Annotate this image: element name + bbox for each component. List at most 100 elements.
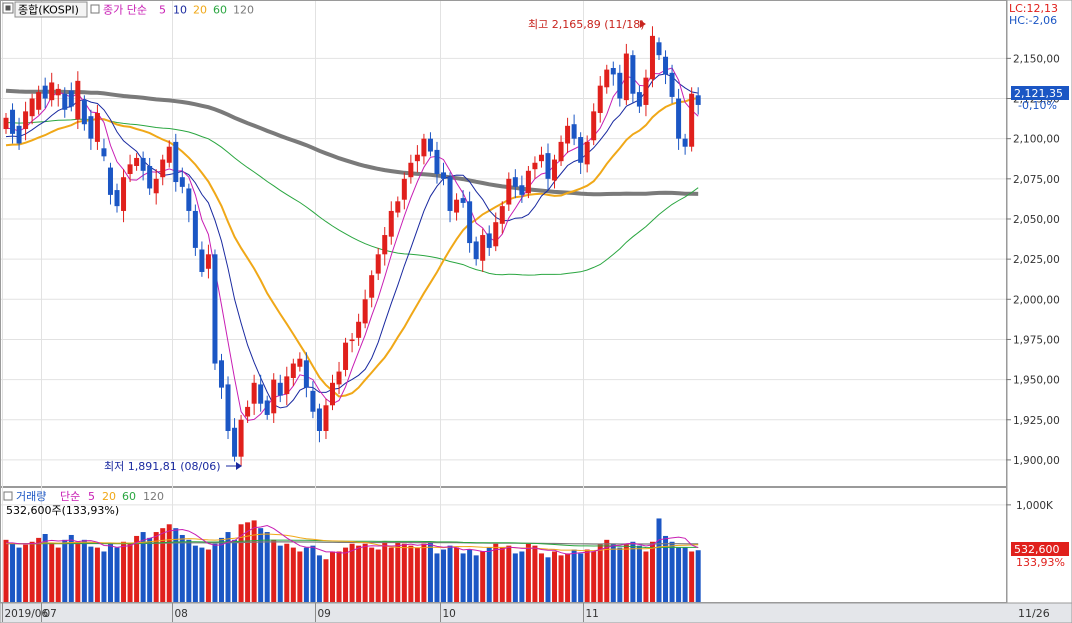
candle-body [525, 170, 531, 194]
hc-readout: HC:-2,06 [1009, 14, 1057, 27]
volume-bar [414, 547, 420, 602]
volume-bar [525, 543, 531, 602]
candle-body [649, 35, 655, 80]
price-axis-ticks: 1,900,00 1,925,00 1,950,00 1,975,00 2,000,00… [1006, 53, 1060, 467]
last-price-box [1011, 86, 1069, 100]
candle-body [277, 382, 283, 396]
volume-moving-averages [6, 524, 699, 555]
candle-body [480, 235, 486, 261]
candle-body [558, 141, 564, 162]
volume-bar [186, 539, 192, 602]
candle-body [630, 55, 636, 94]
volume-bar [454, 547, 460, 602]
candle-body [427, 138, 433, 152]
volume-bar [552, 551, 558, 602]
volume-bar [173, 528, 179, 602]
candle-body [290, 363, 296, 378]
volume-bar [401, 543, 407, 602]
volume-ma-label: 단순 [60, 490, 80, 503]
date-tick-label: 11 [586, 608, 599, 620]
volume-axis-ticks: 1,000K [1006, 500, 1054, 512]
volume-bar [10, 543, 16, 602]
date-tick-label: 2019/06 [5, 608, 49, 620]
candle-body [545, 153, 551, 179]
volume-bar [682, 547, 688, 602]
volume-bar [218, 537, 224, 602]
volume-bar [362, 543, 368, 602]
volume-bar [121, 541, 127, 602]
candle-body [10, 109, 16, 134]
volume-bar [499, 547, 505, 602]
low-label: 최저 1,891,81 (08/06) [104, 460, 221, 473]
right-date-label: 11/26 [1018, 607, 1050, 620]
candle-body [303, 360, 309, 388]
ma120-line [5, 88, 699, 197]
low-annotation: 최저 1,891,81 (08/06) [104, 460, 242, 473]
low-arrow-icon [236, 462, 242, 470]
candle-body [147, 165, 153, 189]
candle-body [460, 198, 466, 203]
candle-body [218, 360, 224, 388]
candle-body [421, 138, 427, 157]
volume-bar [140, 532, 146, 602]
ma-toggle-icon[interactable] [90, 4, 100, 14]
volume-bar [238, 524, 244, 602]
candle-body [395, 201, 401, 213]
volume-bar [591, 551, 597, 602]
volume-bar [493, 543, 499, 602]
candle-body [343, 342, 349, 370]
candlesticks [3, 26, 701, 467]
volume-bar [336, 551, 342, 602]
market-label-box[interactable] [14, 1, 88, 18]
volume-legend: 거래량 단순 5 20 60 120 532,600주(133,93%) [3, 490, 164, 517]
candle-body [597, 85, 603, 113]
volume-bar [506, 545, 512, 602]
volume-bar [258, 528, 264, 602]
price-legend: 종합(KOSPI) 종가 단순 5 10 20 60 120 [2, 1, 254, 18]
lc-readout: LC:12,13 [1009, 2, 1058, 15]
candle-body [166, 146, 172, 163]
volume-toggle-icon[interactable] [3, 491, 13, 501]
candle-body [23, 111, 29, 130]
ma5-period: 5 [159, 4, 166, 17]
price-tick-label: 1,925,00 [1013, 415, 1060, 427]
candle-body [499, 206, 505, 224]
candle-body [610, 68, 616, 75]
volume-bar [512, 553, 518, 602]
candle-body [225, 384, 231, 431]
volume-bar [349, 543, 355, 602]
candle-body [323, 405, 329, 431]
volume-bar [290, 547, 296, 602]
volume-ma5-period: 5 [88, 490, 95, 503]
candle-body [75, 80, 81, 120]
volume-bar [656, 518, 662, 602]
market-label: 종합(KOSPI) [18, 4, 79, 17]
candle-body [532, 162, 538, 170]
candle-body [36, 92, 42, 110]
volume-bar [62, 539, 68, 602]
candle-body [682, 138, 688, 147]
volume-ma20-line [6, 533, 699, 552]
candle-body [88, 116, 94, 139]
candle-body [538, 154, 544, 162]
candle-body [408, 162, 414, 178]
volume-bar [316, 555, 322, 602]
candle-body [205, 254, 211, 269]
last-change: -0,10% [1018, 99, 1057, 112]
volume-bar [81, 539, 87, 602]
candle-body [160, 159, 166, 178]
candle-body [179, 177, 185, 187]
candle-body [578, 137, 584, 163]
volume-bar [134, 535, 140, 602]
candle-body [441, 172, 447, 179]
volume-bar [421, 543, 427, 602]
volume-bar [107, 543, 113, 602]
volume-bar [245, 522, 251, 602]
candle-body [565, 125, 571, 144]
candle-body [604, 69, 610, 88]
candle-body [62, 93, 68, 110]
candle-body [636, 92, 642, 107]
volume-bar [545, 557, 551, 602]
candle-body [414, 154, 420, 162]
price-tick-label: 1,950,00 [1013, 375, 1060, 387]
